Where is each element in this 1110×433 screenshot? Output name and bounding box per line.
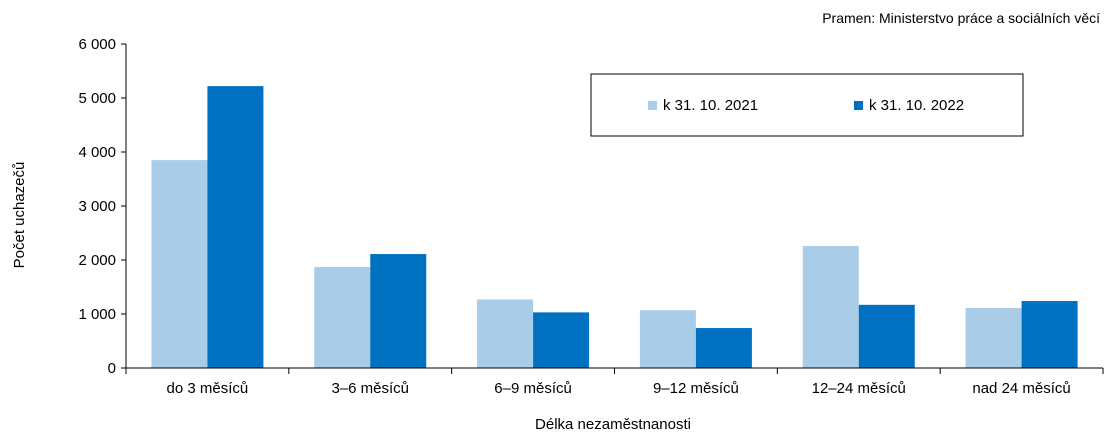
bar-series-1-cat-2 <box>533 312 590 368</box>
x-axis-title: Délka nezaměstnanosti <box>535 416 691 433</box>
y-tick-label: 0 <box>108 360 116 377</box>
x-tick-label: do 3 měsíců <box>167 380 249 397</box>
x-tick-label: 3–6 měsíců <box>331 380 409 397</box>
y-tick-label: 4 000 <box>78 144 116 161</box>
bar-series-0-cat-3 <box>639 310 696 368</box>
legend-label-2021: k 31. 10. 2021 <box>663 97 758 114</box>
x-ticks-group: do 3 měsíců 3–6 měsíců 6–9 měsíců 9–12 měsí… <box>125 368 1104 397</box>
bar-series-0-cat-1 <box>314 267 371 368</box>
x-tick-label: 9–12 měsíců <box>653 380 739 397</box>
y-tick-label: 2 000 <box>78 252 116 269</box>
bar-series-1-cat-0 <box>207 86 264 369</box>
legend: k 31. 10. 2021 k 31. 10. 2022 <box>590 73 1024 137</box>
y-tick-label: 5 000 <box>78 90 116 107</box>
bar-series-1-cat-5 <box>1021 301 1078 368</box>
x-tick-label: 12–24 měsíců <box>812 380 906 397</box>
source-note: Pramen: Ministerstvo práce a sociálních … <box>822 10 1100 26</box>
bar-series-1-cat-1 <box>370 254 427 368</box>
bar-series-1-cat-4 <box>858 304 915 368</box>
x-tick-label: nad 24 měsíců <box>972 380 1070 397</box>
legend-swatch-2021 <box>648 101 657 110</box>
bar-series-0-cat-2 <box>477 299 534 368</box>
bar-series-1-cat-3 <box>695 328 752 368</box>
bar-series-0-cat-0 <box>151 160 208 368</box>
y-ticks-group: 0 1 000 2 000 3 000 4 000 5 000 6 000 <box>78 36 126 377</box>
bars-group <box>151 86 1078 369</box>
bar-series-0-cat-4 <box>802 245 859 368</box>
legend-frame <box>590 73 1024 137</box>
x-tick-label: 6–9 měsíců <box>494 380 572 397</box>
y-axis-title: Počet uchazečů <box>11 162 28 269</box>
legend-label-2022: k 31. 10. 2022 <box>869 97 964 114</box>
y-tick-label: 1 000 <box>78 306 116 323</box>
y-tick-label: 3 000 <box>78 198 116 215</box>
legend-swatch-2022 <box>854 101 863 110</box>
y-tick-label: 6 000 <box>78 36 116 53</box>
bar-series-0-cat-5 <box>965 308 1022 368</box>
